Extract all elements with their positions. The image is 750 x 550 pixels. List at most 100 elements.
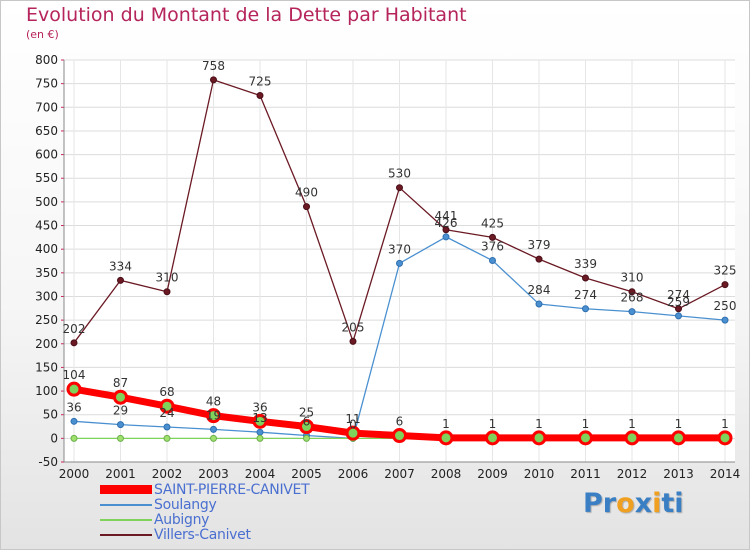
data-label-villers-canivet: 310	[621, 271, 644, 285]
y-tick-label: 700	[35, 100, 58, 114]
chart-axes: -500501001502002503003504004505005506006…	[35, 53, 740, 481]
data-label-villers-canivet: 725	[249, 74, 272, 88]
data-point-villers-canivet	[535, 255, 543, 263]
y-tick-label: -50	[38, 455, 58, 469]
data-point-villers-canivet	[582, 274, 589, 282]
data-point-villers-canivet	[163, 288, 171, 296]
data-label-saint-pierre-canivet: 6	[396, 415, 404, 429]
data-label-villers-canivet: 334	[109, 259, 132, 273]
data-point-aubigny	[256, 434, 264, 442]
data-point-saint-pierre-canivet	[252, 413, 268, 429]
data-label-villers-canivet: 379	[528, 238, 551, 252]
data-label-soulangy: 19	[206, 408, 221, 422]
data-label-saint-pierre-canivet: 36	[252, 400, 267, 414]
data-point-saint-pierre-canivet	[299, 419, 314, 435]
data-point-aubigny	[70, 434, 78, 442]
data-point-villers-canivet	[117, 276, 124, 284]
data-point-villers-canivet	[210, 76, 217, 84]
data-label-saint-pierre-canivet: 1	[628, 417, 636, 431]
legend-swatch-villers-canivet	[100, 533, 152, 536]
data-label-soulangy: 259	[667, 295, 690, 309]
data-point-aubigny	[117, 434, 124, 442]
data-point-soulangy	[442, 233, 450, 241]
data-label-soulangy: 24	[159, 406, 174, 420]
data-label-villers-canivet: 202	[63, 322, 86, 336]
x-tick-label: 2009	[477, 467, 508, 481]
data-label-soulangy: 13	[252, 411, 267, 425]
data-label-villers-canivet: 441	[435, 209, 458, 223]
logo-letter: x	[634, 488, 653, 519]
x-tick-label: 2014	[710, 467, 741, 481]
y-tick-label: 0	[50, 431, 58, 445]
x-tick-label: 2010	[524, 467, 555, 481]
data-label-saint-pierre-canivet: 1	[535, 417, 543, 431]
chart-subtitle: (en €)	[26, 28, 59, 41]
data-label-saint-pierre-canivet: 104	[63, 368, 86, 382]
y-tick-label: 800	[35, 53, 58, 67]
data-point-soulangy	[396, 259, 403, 267]
x-tick-label: 2011	[570, 467, 601, 481]
data-label-saint-pierre-canivet: 48	[206, 395, 221, 409]
x-tick-label: 2000	[59, 467, 90, 481]
data-point-soulangy	[117, 421, 124, 429]
data-label-saint-pierre-canivet: 1	[489, 417, 497, 431]
data-label-soulangy: 268	[621, 291, 644, 305]
data-label-villers-canivet: 339	[574, 257, 597, 271]
data-point-villers-canivet	[628, 288, 636, 296]
data-point-villers-canivet	[256, 91, 264, 99]
data-point-soulangy	[210, 425, 217, 433]
data-point-saint-pierre-canivet	[717, 430, 733, 446]
logo-letter: o	[616, 488, 635, 519]
logo-letter: r	[602, 488, 617, 519]
y-tick-label: 50	[43, 408, 58, 422]
series-lines	[66, 76, 733, 446]
data-point-soulangy	[721, 316, 729, 324]
legend-label-villers-canivet: Villers-Canivet	[154, 526, 251, 543]
proxiti-logo: Proxiti	[583, 488, 684, 519]
data-point-aubigny	[210, 434, 217, 442]
data-point-saint-pierre-canivet	[671, 430, 686, 446]
data-point-soulangy	[163, 423, 171, 431]
y-tick-label: 250	[35, 313, 58, 327]
data-point-aubigny	[163, 434, 171, 442]
data-point-saint-pierre-canivet	[66, 381, 82, 397]
legend-item-saint-pierre-canivet: SAINT-PIERRE-CANIVET	[100, 482, 310, 498]
data-label-soulangy: 36	[66, 400, 81, 414]
data-point-villers-canivet	[721, 281, 729, 289]
data-point-saint-pierre-canivet	[531, 430, 547, 446]
data-point-villers-canivet	[442, 226, 450, 234]
logo-letter: t	[661, 488, 675, 519]
y-tick-label: 400	[35, 242, 58, 256]
legend-item-villers-canivet: Villers-Canivet	[100, 526, 309, 543]
x-tick-label: 2012	[617, 467, 648, 481]
y-tick-label: 450	[35, 219, 58, 233]
data-point-soulangy	[256, 428, 264, 436]
data-point-villers-canivet	[349, 337, 357, 345]
logo-letter: i	[674, 488, 684, 519]
data-label-soulangy: 426	[435, 216, 458, 230]
legend-item-aubigny: Aubigny	[100, 511, 309, 528]
legend-label-soulangy: Soulangy	[154, 496, 217, 513]
data-point-villers-canivet	[489, 233, 496, 241]
chart-title: Evolution du Montant de la Dette par Hab…	[26, 4, 467, 26]
x-tick-label: 2001	[105, 467, 136, 481]
legend-item-soulangy: Soulangy	[100, 496, 309, 513]
data-point-saint-pierre-canivet	[113, 389, 128, 405]
legend-label-aubigny: Aubigny	[154, 511, 210, 528]
data-label-villers-canivet: 205	[342, 320, 365, 334]
logo-letter: P	[583, 488, 603, 519]
data-label-soulangy: 29	[113, 404, 128, 418]
data-label-soulangy: 274	[574, 288, 597, 302]
x-tick-label: 2005	[291, 467, 322, 481]
x-tick-label: 2006	[338, 467, 369, 481]
y-tick-label: 150	[35, 360, 58, 374]
y-tick-label: 300	[35, 289, 58, 303]
data-point-saint-pierre-canivet	[159, 398, 175, 414]
y-tick-label: 200	[35, 337, 58, 351]
data-point-saint-pierre-canivet	[206, 408, 221, 424]
data-label-soulangy: 0	[349, 417, 357, 431]
y-tick-label: 600	[35, 148, 58, 162]
data-label-villers-canivet: 425	[481, 216, 504, 230]
